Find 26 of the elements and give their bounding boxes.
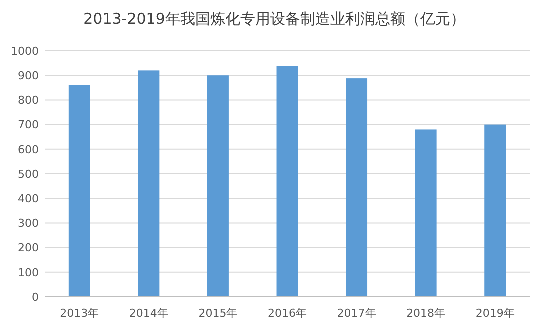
- x-tick-label: 2016年: [268, 307, 307, 320]
- y-tick-label: 400: [18, 192, 39, 206]
- y-tick-label: 800: [18, 94, 39, 108]
- y-tick-label: 0: [32, 290, 39, 304]
- x-tick-label: 2019年: [476, 307, 515, 320]
- bar: [276, 66, 298, 297]
- x-tick-label: 2013年: [60, 307, 100, 320]
- chart-title: 2013-2019年我国炼化专用设备制造业利润总额（亿元）: [84, 10, 466, 28]
- bar: [484, 124, 506, 297]
- bar: [415, 130, 437, 297]
- x-tick-label: 2015年: [198, 307, 238, 320]
- y-tick-label: 100: [18, 266, 39, 280]
- x-tick-label: 2017年: [337, 307, 376, 320]
- bar: [68, 85, 90, 297]
- y-tick-label: 300: [18, 217, 39, 230]
- y-tick-label: 600: [18, 143, 39, 156]
- x-tick-label: 2018年: [406, 307, 446, 320]
- x-tick-label: 2014年: [129, 307, 168, 320]
- y-tick-label: 700: [18, 118, 39, 132]
- y-tick-label: 500: [18, 168, 39, 181]
- bar: [346, 78, 368, 297]
- y-tick-label: 900: [18, 69, 39, 82]
- y-tick-label: 1000: [11, 44, 39, 58]
- bar: [138, 70, 160, 297]
- y-tick-label: 200: [18, 242, 39, 255]
- bar: [207, 76, 229, 297]
